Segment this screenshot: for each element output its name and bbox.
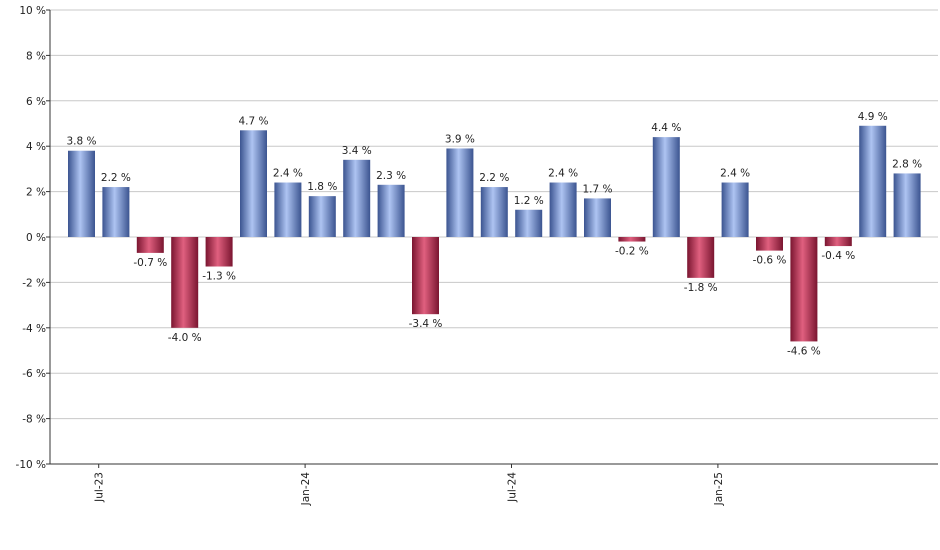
y-tick-label: -8 %	[22, 414, 46, 426]
bar	[515, 209, 543, 237]
data-label: -4.6 %	[787, 345, 821, 357]
data-label: 4.7 %	[238, 115, 268, 127]
y-tick-label: 2 %	[26, 187, 46, 199]
data-label: -0.7 %	[133, 257, 167, 269]
data-label: 3.9 %	[445, 133, 475, 145]
data-label: -4.0 %	[168, 332, 202, 344]
data-label: 1.7 %	[582, 183, 612, 195]
bar	[274, 182, 302, 237]
bar	[824, 237, 852, 247]
bar	[446, 148, 474, 237]
y-tick-label: -10 %	[16, 459, 46, 471]
bar	[721, 182, 749, 237]
bar	[859, 125, 887, 237]
bar	[652, 137, 680, 237]
y-axis-tick-labels: 10 % 8 % 6 % 4 % 2 % 0 % -2 % -4 % -6 % -8 % -10 %	[16, 5, 46, 471]
x-tick-label: Jul-23	[94, 472, 106, 503]
bar	[412, 237, 439, 315]
bar	[549, 182, 577, 237]
bar	[687, 237, 715, 278]
data-label: 4.9 %	[858, 111, 888, 123]
y-tick-label: -6 %	[22, 368, 46, 380]
data-label: -1.8 %	[684, 282, 718, 294]
x-axis-tick-labels: Jul-23 Jan-24 Jul-24 Jan-25	[94, 464, 725, 506]
data-label: 3.8 %	[66, 136, 96, 148]
bar	[240, 130, 267, 237]
data-label: 2.2 %	[101, 172, 131, 184]
y-tick-label: -4 %	[22, 323, 46, 335]
bar	[102, 187, 130, 237]
data-label: -0.2 %	[615, 246, 649, 258]
x-tick-label: Jan-24	[300, 472, 312, 507]
axes	[49, 10, 938, 465]
y-tick-label: 4 %	[26, 141, 46, 153]
y-tick-label: 6 %	[26, 96, 46, 108]
bar	[343, 159, 371, 237]
data-label: 1.2 %	[514, 195, 544, 207]
bar	[205, 237, 233, 267]
data-label: 2.4 %	[720, 168, 750, 180]
data-labels: 3.8 % 2.2 % -0.7 % -4.0 % -1.3 % 4.7 % 2.4 % 1.…	[66, 111, 922, 358]
y-tick-label: 8 %	[26, 50, 46, 62]
y-tick-label: 10 %	[19, 5, 46, 17]
bars	[68, 125, 921, 342]
y-tick-label: 0 %	[26, 232, 46, 244]
bar	[308, 196, 336, 237]
data-label: 4.4 %	[651, 122, 681, 134]
bar	[584, 198, 611, 237]
bar	[377, 184, 405, 237]
bar	[171, 237, 199, 328]
data-label: -1.3 %	[202, 271, 236, 283]
bar	[68, 150, 95, 237]
bar	[893, 173, 921, 237]
data-label: -0.4 %	[821, 250, 855, 262]
data-label: 2.8 %	[892, 158, 922, 170]
data-label: -3.4 %	[409, 318, 443, 330]
bar	[790, 237, 818, 342]
bar	[136, 237, 164, 253]
bar	[480, 187, 508, 237]
x-tick-label: Jan-25	[713, 472, 725, 506]
data-label: 2.3 %	[376, 170, 406, 182]
data-label: 2.2 %	[479, 172, 509, 184]
bar	[618, 237, 646, 242]
data-label: 3.4 %	[342, 145, 372, 157]
x-tick-label: Jul-24	[507, 472, 519, 503]
data-label: 2.4 %	[273, 168, 303, 180]
data-label: 1.8 %	[307, 181, 337, 193]
data-label: -0.6 %	[753, 255, 787, 267]
bar	[756, 237, 783, 251]
data-label: 2.4 %	[548, 168, 578, 180]
y-tick-label: -2 %	[22, 277, 46, 289]
